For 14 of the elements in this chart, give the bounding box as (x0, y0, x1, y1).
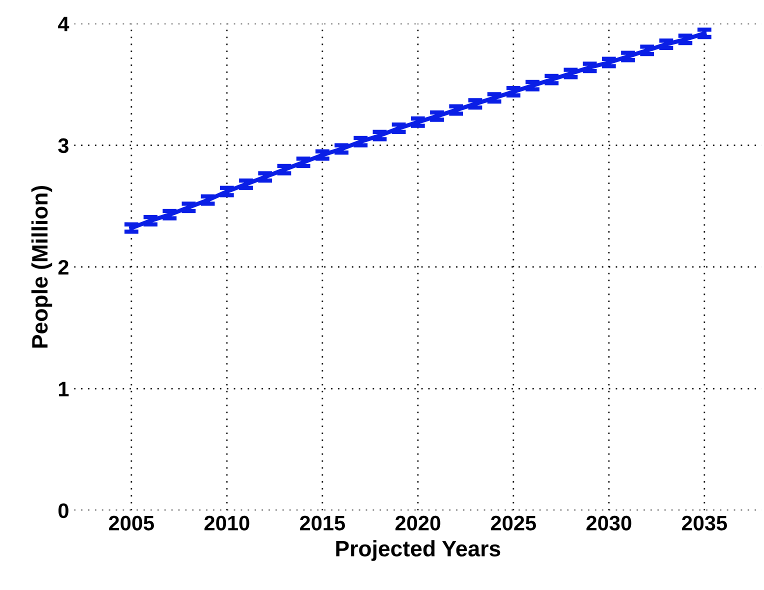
y-tick-label: 1 (58, 382, 69, 396)
y-tick-label: 2 (58, 260, 68, 275)
x-tick-label: 2005 (108, 516, 154, 531)
x-axis-title: Projected Years (336, 540, 500, 561)
x-tick-label: 2030 (586, 516, 632, 531)
x-tick-label: 2025 (490, 516, 536, 531)
x-tick-label: 2010 (204, 516, 250, 531)
y-tick-label: 3 (58, 138, 68, 154)
x-tick-label: 2035 (682, 516, 728, 531)
x-tick-label: 2020 (395, 516, 440, 531)
y-tick-label: 4 (58, 16, 70, 32)
y-tick-label: 0 (58, 503, 68, 518)
x-tick-label: 2015 (300, 516, 346, 531)
y-axis-title: People (Million) (31, 186, 52, 348)
